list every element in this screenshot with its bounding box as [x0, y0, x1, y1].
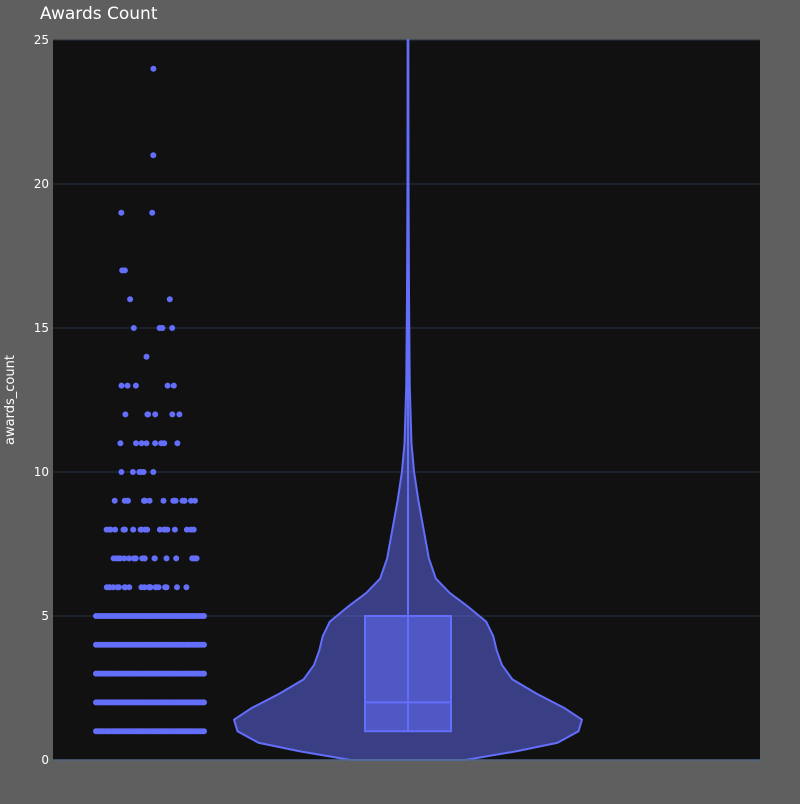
point-12-0 — [122, 411, 129, 418]
point-1-59 — [201, 728, 207, 735]
point-7-13 — [121, 555, 128, 562]
point-6-9 — [138, 584, 145, 591]
point-6-21 — [103, 584, 110, 591]
point-7-9 — [126, 555, 132, 562]
violin-layer — [233, 39, 583, 761]
point-6-15 — [121, 584, 128, 591]
point-15-4 — [130, 325, 137, 331]
point-9-1 — [146, 497, 153, 504]
point-9-16 — [170, 497, 177, 504]
point-8-3 — [183, 526, 190, 533]
axis-layer: 0 5 10 15 20 25 — [34, 33, 760, 767]
point-15-2 — [156, 325, 163, 331]
y-tick-label-10: 10 — [34, 465, 49, 479]
point-3-49 — [201, 670, 207, 677]
point-8-10 — [112, 526, 119, 533]
y-tick-label-25: 25 — [34, 33, 49, 47]
point-21-0 — [150, 152, 157, 159]
point-11-4 — [117, 440, 124, 447]
point-19-1 — [149, 209, 156, 216]
point-12-4 — [152, 411, 159, 418]
point-6-19 — [145, 584, 152, 591]
point-16-1 — [127, 296, 134, 303]
point-17-1 — [121, 267, 128, 274]
point-6-16 — [163, 584, 170, 591]
point-8-19 — [130, 526, 137, 533]
point-9-14 — [188, 497, 194, 504]
point-8-17 — [161, 526, 168, 533]
point-2-59 — [201, 699, 207, 706]
point-10-4 — [129, 469, 136, 475]
point-11-6 — [152, 440, 159, 447]
point-8-13 — [107, 526, 114, 533]
point-7-11 — [193, 555, 200, 562]
point-8-8 — [171, 526, 178, 533]
y-tick-label-20: 20 — [34, 177, 49, 191]
point-7-8 — [163, 555, 170, 562]
y-axis-label: awards_count — [3, 355, 18, 445]
chart-title: Awards Count — [40, 4, 158, 24]
point-7-14 — [151, 555, 158, 562]
point-11-3 — [174, 440, 181, 447]
point-8-15 — [138, 526, 145, 533]
point-13-0 — [124, 382, 131, 389]
point-9-15 — [181, 497, 188, 504]
point-12-5 — [145, 411, 152, 418]
y-tick-label-0: 0 — [41, 753, 49, 767]
point-13-3 — [132, 382, 139, 389]
point-19-0 — [118, 209, 125, 216]
y-tick-label-15: 15 — [34, 321, 49, 335]
point-16-0 — [166, 296, 173, 303]
point-13-2 — [170, 382, 177, 389]
point-9-10 — [125, 497, 131, 504]
point-11-2 — [133, 440, 139, 447]
point-6-7 — [183, 584, 190, 591]
point-12-3 — [169, 411, 176, 418]
point-7-16 — [113, 555, 120, 562]
point-11-1 — [161, 440, 168, 447]
point-6-11 — [174, 584, 180, 591]
point-8-14 — [103, 526, 110, 533]
point-24-0 — [150, 65, 157, 72]
point-9-5 — [141, 497, 148, 504]
point-10-5 — [140, 469, 147, 475]
point-6-20 — [115, 584, 122, 591]
point-10-1 — [118, 469, 125, 475]
point-11-5 — [138, 440, 145, 447]
point-8-18 — [190, 526, 197, 533]
point-13-1 — [164, 382, 171, 389]
point-6-18 — [152, 584, 159, 591]
point-14-0 — [143, 353, 150, 360]
violin-box — [364, 615, 452, 733]
point-9-17 — [160, 497, 167, 504]
point-7-19 — [132, 555, 139, 562]
point-6-10 — [126, 584, 133, 591]
point-8-11 — [120, 526, 127, 533]
point-15-3 — [169, 325, 176, 331]
point-12-1 — [176, 411, 183, 418]
point-7-17 — [173, 555, 180, 562]
point-5-47 — [201, 613, 207, 619]
point-10-0 — [150, 469, 157, 475]
point-11-7 — [143, 440, 150, 447]
y-tick-label-5: 5 — [41, 609, 49, 623]
points-layer — [93, 65, 207, 735]
point-8-6 — [156, 526, 163, 533]
point-9-9 — [111, 497, 118, 504]
point-13-4 — [118, 382, 125, 389]
point-7-12 — [141, 555, 148, 562]
point-4-47 — [201, 641, 207, 648]
